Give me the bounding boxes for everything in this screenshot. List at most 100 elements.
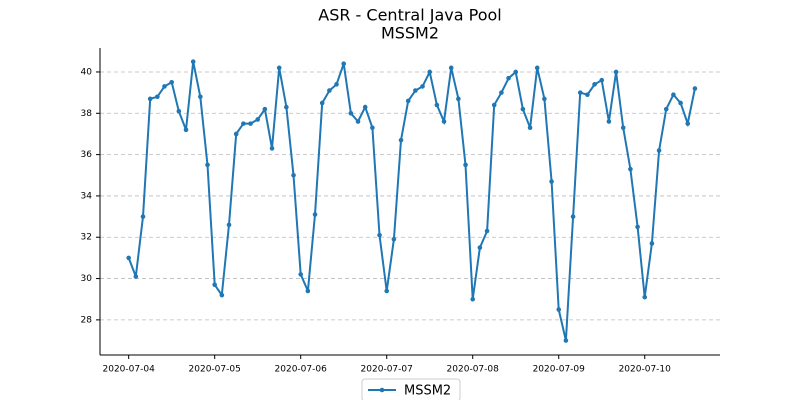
data-point: [190, 59, 196, 64]
data-point: [613, 69, 619, 75]
data-point: [341, 61, 346, 67]
y-tick-label: 40: [81, 67, 93, 77]
x-tick-label: 2020-07-05: [189, 365, 241, 375]
data-point: [269, 146, 275, 151]
data-point: [226, 222, 232, 228]
data-point: [434, 102, 440, 108]
data-point: [377, 232, 382, 238]
data-point: [284, 104, 289, 110]
data-point: [656, 148, 662, 153]
data-point: [405, 98, 411, 104]
data-point: [506, 75, 511, 81]
data-point: [183, 127, 189, 133]
data-point: [685, 121, 691, 126]
data-point: [635, 224, 640, 230]
data-point: [334, 82, 339, 87]
data-point: [169, 79, 174, 85]
data-point: [362, 104, 368, 110]
data-point: [477, 245, 483, 250]
data-point: [599, 77, 605, 83]
series-line: [127, 61, 696, 341]
data-point: [499, 90, 504, 95]
data-point: [556, 307, 562, 312]
x-tick-label: 2020-07-10: [619, 365, 672, 375]
data-point: [319, 100, 325, 106]
data-point: [233, 131, 239, 137]
data-point: [276, 65, 282, 71]
data-point: [463, 162, 468, 168]
data-point: [692, 86, 698, 91]
data-point: [448, 65, 454, 71]
data-point: [398, 137, 404, 143]
data-point: [248, 121, 253, 126]
data-point: [262, 106, 268, 112]
x-tick-label: 2020-07-08: [447, 365, 500, 375]
data-point: [198, 94, 203, 100]
data-point: [126, 255, 131, 261]
y-tick-label: 30: [81, 274, 93, 284]
y-tick-label: 36: [81, 150, 93, 160]
data-point: [513, 69, 519, 75]
y-tick-label: 34: [81, 191, 93, 201]
data-point: [534, 65, 540, 71]
data-point: [592, 82, 597, 87]
data-point: [298, 272, 303, 277]
data-point: [577, 90, 583, 95]
data-point: [491, 102, 497, 108]
y-tick-label: 32: [81, 233, 92, 243]
data-point: [162, 84, 167, 89]
data-point: [427, 69, 433, 75]
data-point: [147, 96, 153, 102]
legend-box: [361, 378, 461, 400]
data-point: [470, 296, 476, 302]
x-tick-label: 2020-07-07: [361, 365, 413, 375]
data-point: [563, 338, 569, 343]
data-point: [176, 108, 182, 114]
data-point: [542, 96, 547, 102]
data-point: [671, 92, 676, 97]
data-point: [620, 125, 626, 131]
data-point: [570, 214, 576, 219]
y-tick-label: 28: [81, 315, 93, 325]
data-point: [520, 106, 526, 112]
data-point: [348, 110, 354, 116]
legend-marker: [379, 387, 385, 393]
data-point: [370, 125, 375, 131]
x-tick-label: 2020-07-06: [275, 365, 328, 375]
data-point: [384, 288, 390, 294]
data-point: [663, 106, 669, 112]
data-point: [312, 212, 318, 217]
data-point: [628, 166, 633, 172]
data-point: [219, 292, 225, 298]
data-point: [327, 88, 332, 93]
data-point: [678, 100, 683, 106]
chart-title: ASR - Central Java Pool: [318, 6, 502, 25]
data-point: [140, 214, 146, 219]
data-point: [305, 288, 311, 294]
data-point: [133, 274, 139, 279]
data-point: [255, 117, 260, 122]
x-tick-label: 2020-07-09: [533, 365, 586, 375]
chart-subtitle: MSSM2: [381, 24, 439, 43]
data-point: [420, 84, 425, 89]
data-point: [585, 92, 590, 97]
data-point: [484, 228, 490, 234]
data-point: [212, 282, 217, 288]
data-point: [649, 241, 655, 246]
data-point: [241, 121, 246, 126]
y-tick-label: 38: [81, 109, 93, 119]
data-point: [155, 94, 160, 100]
x-tick-label: 2020-07-04: [103, 365, 156, 375]
data-point: [456, 96, 461, 102]
data-point: [606, 119, 612, 124]
data-point: [527, 125, 533, 131]
data-point: [441, 119, 447, 124]
data-point: [413, 88, 418, 93]
data-point: [642, 294, 648, 300]
data-point: [205, 162, 210, 168]
data-point: [391, 237, 397, 242]
data-point: [291, 172, 296, 178]
data-point: [355, 119, 361, 124]
legend-label: MSSM2: [404, 384, 451, 399]
